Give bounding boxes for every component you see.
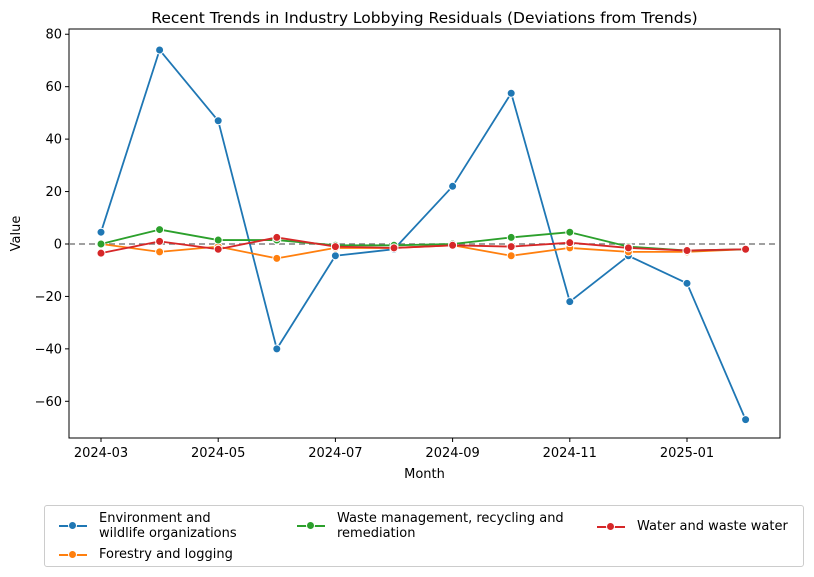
data-point: [682, 246, 692, 256]
legend-marker: [59, 549, 87, 561]
y-tick-label: −40: [35, 342, 62, 357]
legend-item-waste-management: Waste management, recycling and remediat…: [297, 511, 567, 541]
data-point: [330, 251, 340, 261]
x-tick-label: 2024-03: [74, 446, 128, 461]
x-axis-label: Month: [404, 467, 445, 482]
series-line: [100, 228, 746, 252]
data-point: [155, 247, 165, 257]
legend-marker: [59, 520, 87, 532]
data-point: [213, 116, 223, 126]
legend: Environment and wildlife organizations F…: [44, 505, 804, 567]
legend-item-forestry: Forestry and logging: [59, 547, 279, 562]
legend-label: Waste management, recycling and remediat…: [337, 511, 564, 541]
data-point: [565, 238, 575, 248]
y-tick-label: 40: [45, 133, 62, 148]
y-tick-label: −60: [35, 395, 62, 410]
data-point: [96, 239, 106, 249]
y-tick-label: 60: [45, 80, 62, 95]
legend-label: Water and waste water: [637, 519, 788, 534]
data-point: [155, 45, 165, 55]
data-point: [213, 244, 223, 254]
y-axis-label: Value: [9, 216, 24, 252]
data-point: [448, 181, 458, 191]
y-axis: 80 60 40 20 0 −20 −40 −60: [35, 28, 69, 410]
x-tick-label: 2024-07: [308, 446, 362, 461]
line-chart: 80 60 40 20 0 −20 −40 −60 2024-03 2024-05 2024-07…: [9, 9, 781, 482]
series-line: [100, 49, 747, 421]
data-point: [565, 297, 575, 307]
data-point: [623, 243, 633, 253]
x-tick-label: 2024-09: [425, 446, 479, 461]
y-tick-label: 20: [45, 185, 62, 200]
data-point: [506, 251, 516, 261]
data-point: [741, 244, 751, 254]
data-point: [682, 278, 692, 288]
data-point: [389, 243, 399, 253]
x-axis: 2024-03 2024-05 2024-07 2024-09 2024-11 2025-…: [74, 438, 714, 461]
plot-area: [68, 28, 781, 439]
data-point: [506, 88, 516, 98]
series-3: [96, 232, 751, 258]
y-tick-label: 80: [45, 28, 62, 43]
data-point: [272, 344, 282, 354]
series-2: [96, 225, 751, 256]
legend-marker: [297, 520, 325, 532]
data-point: [155, 236, 165, 246]
x-tick-label: 2024-05: [191, 446, 245, 461]
legend-label: Environment and wildlife organizations: [99, 511, 237, 541]
series-group: [96, 45, 751, 425]
legend-label: Forestry and logging: [99, 547, 233, 562]
series-0: [96, 45, 751, 425]
data-point: [565, 227, 575, 237]
data-point: [272, 232, 282, 242]
legend-item-water: Water and waste water: [597, 519, 807, 534]
legend-item-environment: Environment and wildlife organizations: [59, 511, 259, 541]
data-point: [96, 227, 106, 237]
data-point: [155, 225, 165, 235]
x-tick-label: 2024-11: [543, 446, 597, 461]
data-point: [506, 232, 516, 242]
y-tick-label: 0: [54, 237, 62, 252]
legend-marker: [597, 521, 625, 533]
y-tick-label: −20: [35, 290, 62, 305]
data-point: [272, 253, 282, 263]
data-point: [96, 248, 106, 258]
data-point: [330, 242, 340, 252]
data-point: [741, 415, 751, 425]
data-point: [506, 242, 516, 252]
x-tick-label: 2025-01: [660, 446, 714, 461]
data-point: [448, 240, 458, 250]
data-point: [213, 235, 223, 245]
series-line: [100, 236, 746, 255]
chart-title: Recent Trends in Industry Lobbying Resid…: [151, 9, 697, 27]
